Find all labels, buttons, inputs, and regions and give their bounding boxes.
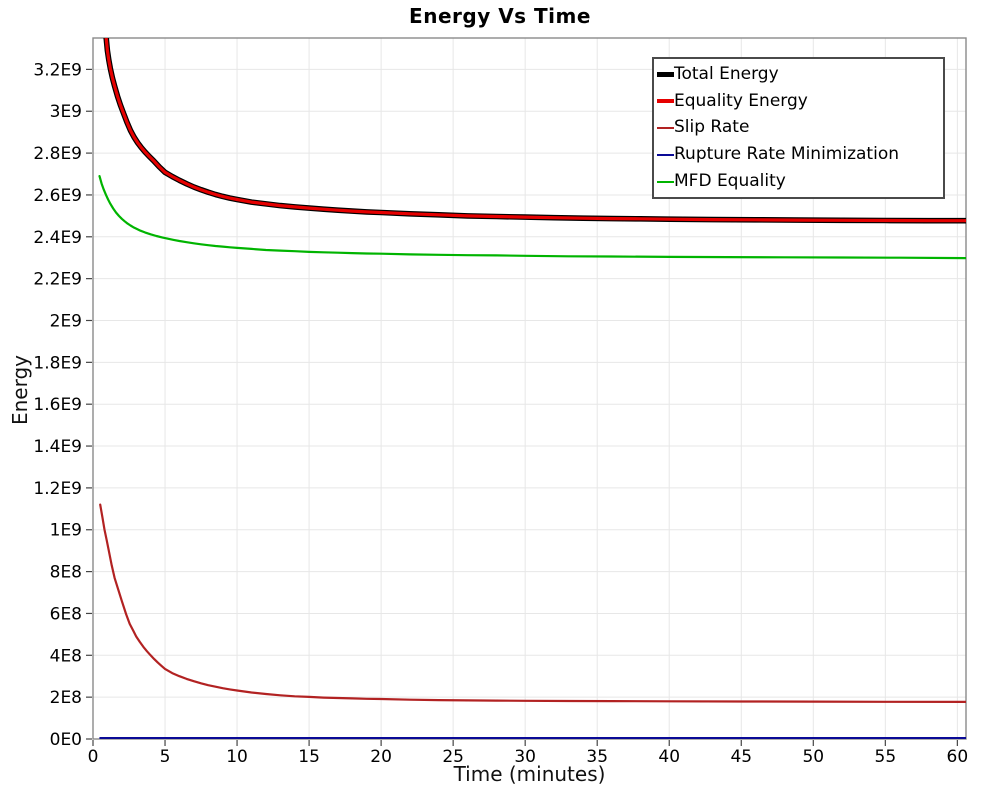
x-tick-label: 55 [875,747,897,767]
legend-label: Total Energy [674,63,779,84]
y-tick-label: 3.2E9 [33,60,82,80]
legend-item-total-energy: Total Energy [657,63,943,84]
x-tick-label: 15 [298,747,320,767]
x-tick-label: 60 [947,747,969,767]
legend-marker-line-icon [657,99,674,104]
x-tick-label: 10 [226,747,248,767]
series-line-mfd-equality [98,175,966,260]
x-tick-label: 35 [586,747,608,767]
y-tick-label: 6E8 [50,604,82,624]
legend-item-equality-energy: Equality Energy [657,90,943,111]
x-tick-label: 5 [160,747,171,767]
x-tick-label: 45 [730,747,752,767]
series-line-slip-rate [99,503,966,703]
legend: Total Energy Equality Energy Slip Rate R… [652,57,945,199]
x-tick-label: 0 [88,747,99,767]
y-tick-label: 1.6E9 [33,395,82,415]
y-tick-label: 2.2E9 [33,270,82,290]
y-tick-label: 3E9 [50,102,82,122]
y-tick-label: 1.2E9 [33,479,82,499]
axis-tick-labels: 0 5 10 15 20 25 30 35 40 45 50 55 60 0E0 2E8 4E8 6E8 8E8 1… [33,60,968,767]
y-tick-label: 1.8E9 [33,353,82,373]
x-tick-label: 20 [370,747,392,767]
legend-label: Equality Energy [674,90,808,111]
x-tick-label: 30 [514,747,536,767]
legend-item-mfd-equality: MFD Equality [657,173,943,190]
legend-marker-line-icon [657,71,674,77]
data-series [98,38,966,739]
chart-title: Energy Vs Time [409,4,591,28]
legend-marker-line-icon [657,153,674,156]
series-line-equality-energy [104,38,966,223]
y-axis-label: Energy [8,354,32,426]
x-axis-label: Time (minutes) [453,762,606,786]
y-tick-label: 2.4E9 [33,228,82,248]
y-tick-label: 1E9 [50,521,82,541]
y-tick-label: 2E8 [50,688,82,708]
y-tick-label: 2E9 [50,311,82,331]
legend-item-slip-rate: Slip Rate [657,119,943,136]
x-tick-label: 50 [802,747,824,767]
y-tick-label: 0E0 [50,730,82,750]
x-tick-label: 40 [658,747,680,767]
y-tick-label: 4E8 [50,646,82,666]
y-tick-label: 8E8 [50,563,82,583]
legend-item-rupture-rate-minimization: Rupture Rate Minimization [657,146,943,163]
legend-label: MFD Equality [674,171,786,192]
legend-label: Slip Rate [674,117,750,138]
gridlines [93,38,966,739]
y-tick-label: 2.8E9 [33,144,82,164]
legend-marker-line-icon [657,180,674,183]
y-tick-label: 1.4E9 [33,437,82,457]
x-tick-label: 25 [442,747,464,767]
legend-label: Rupture Rate Minimization [674,144,899,165]
legend-marker-line-icon [657,126,674,129]
y-tick-label: 2.6E9 [33,186,82,206]
axis-ticks [86,68,958,746]
